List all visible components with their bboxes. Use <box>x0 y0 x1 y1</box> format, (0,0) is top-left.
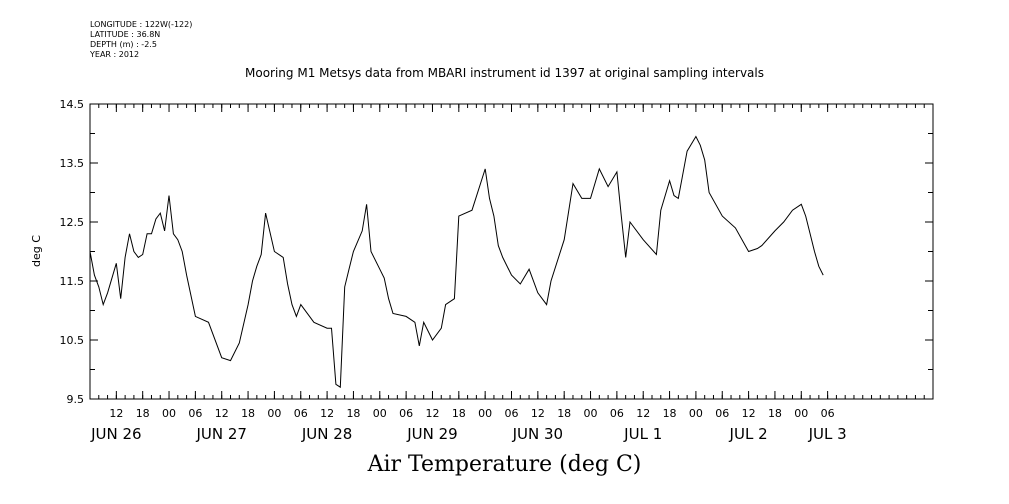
x-day-label: JUN 26 <box>90 425 141 443</box>
x-day-label: JUL 2 <box>729 425 768 443</box>
axis-labels: 9.5 10.5 11.5 12.5 13.5 14.5 12 18 00 06 12 18 00 06 1… <box>60 98 847 443</box>
x-hour-label: 06 <box>505 407 519 420</box>
x-hour-label: 12 <box>109 407 123 420</box>
x-hour-label: 06 <box>399 407 413 420</box>
x-hour-label: 00 <box>478 407 492 420</box>
x-hour-label: 18 <box>241 407 255 420</box>
x-hour-label: 12 <box>425 407 439 420</box>
x-hour-label: 12 <box>742 407 756 420</box>
x-day-label: JUN 27 <box>195 425 246 443</box>
x-hour-label: 18 <box>663 407 677 420</box>
plot-frame <box>89 103 934 400</box>
x-hour-label: 18 <box>452 407 466 420</box>
chart-subtitle: Mooring M1 Metsys data from MBARI instru… <box>245 66 764 80</box>
x-day-label: JUL 3 <box>808 425 847 443</box>
x-hour-label: 18 <box>136 407 150 420</box>
x-hour-label: 18 <box>346 407 360 420</box>
y-tick-label: 12.5 <box>60 216 85 229</box>
latitude-text: LATITUDE : 36.8N <box>90 30 161 39</box>
x-hour-label: 06 <box>821 407 835 420</box>
y-tick-label: 11.5 <box>60 275 85 288</box>
y-tick-label: 9.5 <box>67 393 85 406</box>
x-hour-label: 12 <box>215 407 229 420</box>
x-hour-label: 06 <box>715 407 729 420</box>
x-hour-label: 06 <box>610 407 624 420</box>
x-hour-label: 12 <box>636 407 650 420</box>
x-hour-label: 00 <box>373 407 387 420</box>
y-tick-label: 13.5 <box>60 157 85 170</box>
x-hour-label: 00 <box>584 407 598 420</box>
x-hour-label: 00 <box>162 407 176 420</box>
x-day-label: JUN 29 <box>406 425 457 443</box>
x-hour-label: 00 <box>267 407 281 420</box>
chart-title: Air Temperature (deg C) <box>367 452 642 477</box>
y-tick-label: 14.5 <box>60 98 85 111</box>
x-hour-label: 00 <box>794 407 808 420</box>
year-text: YEAR : 2012 <box>90 50 140 59</box>
y-axis-label: deg C <box>30 235 43 267</box>
depth-text: DEPTH (m) : -2.5 <box>90 40 157 49</box>
x-hour-label: 06 <box>188 407 202 420</box>
x-hour-label: 12 <box>320 407 334 420</box>
x-day-label: JUL 1 <box>623 425 662 443</box>
x-day-label: JUN 28 <box>301 425 352 443</box>
metadata-block: LONGITUDE : 122W(-122) LATITUDE : 36.8N … <box>90 20 192 60</box>
x-day-label: JUN 30 <box>512 425 563 443</box>
air-temperature-line <box>89 135 824 389</box>
x-hour-label: 18 <box>768 407 782 420</box>
y-tick-label: 10.5 <box>60 334 85 347</box>
axis-ticks <box>89 103 934 400</box>
x-hour-label: 18 <box>557 407 571 420</box>
x-hour-label: 06 <box>294 407 308 420</box>
longitude-text: LONGITUDE : 122W(-122) <box>90 20 193 29</box>
x-hour-label: 12 <box>531 407 545 420</box>
x-hour-label: 00 <box>689 407 703 420</box>
